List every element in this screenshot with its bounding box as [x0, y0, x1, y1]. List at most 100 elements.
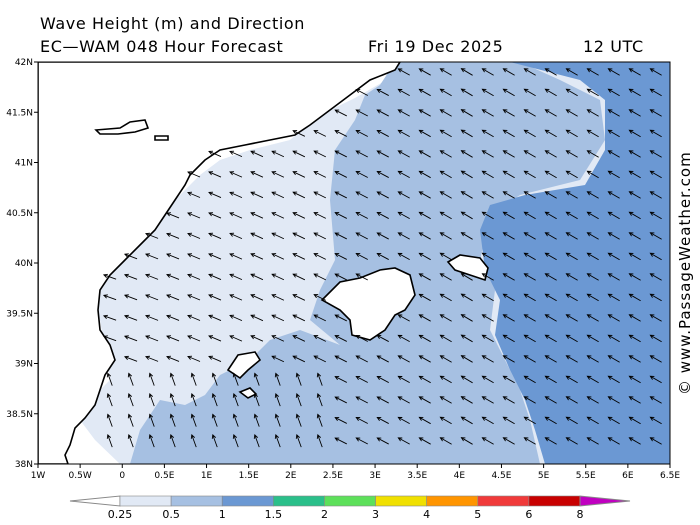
wave-direction-arrow: [355, 376, 368, 383]
wave-direction-arrow: [355, 191, 368, 199]
wave-direction-arrow: [313, 130, 327, 137]
x-tick-label: 2.5E: [323, 471, 343, 481]
wave-direction-arrow: [628, 109, 641, 117]
wave-direction-arrow: [313, 335, 327, 342]
wave-direction-arrow: [565, 396, 578, 404]
wave-direction-arrow: [295, 433, 302, 448]
wave-direction-arrow: [102, 314, 117, 321]
wave-direction-arrow: [355, 396, 368, 404]
wave-direction-arrow: [544, 293, 557, 302]
wave-direction-arrow: [334, 130, 347, 137]
wave-direction-arrow: [460, 211, 473, 220]
wave-direction-arrow: [355, 417, 368, 424]
wave-direction-arrow: [187, 335, 201, 342]
wave-direction-arrow: [271, 294, 285, 301]
wave-direction-arrow: [481, 211, 494, 220]
wave-direction-arrow: [334, 212, 347, 219]
x-tick-label: 0: [119, 471, 125, 481]
wave-direction-arrow: [502, 437, 515, 445]
wave-direction-arrow: [190, 413, 197, 427]
wave-direction-arrow: [253, 413, 260, 427]
wave-direction-arrow: [274, 433, 281, 448]
wave-direction-arrow: [649, 252, 662, 261]
wave-direction-arrow: [355, 273, 368, 281]
wave-direction-arrow: [106, 433, 113, 448]
wave-direction-arrow: [439, 416, 452, 425]
wave-direction-arrow: [187, 212, 201, 219]
wave-direction-arrow: [274, 413, 281, 427]
wave-direction-arrow: [355, 89, 368, 96]
wave-direction-arrow: [334, 396, 347, 404]
wave-direction-arrow: [355, 130, 368, 137]
wave-direction-arrow: [418, 375, 431, 384]
wave-direction-arrow: [460, 191, 473, 199]
wave-direction-arrow: [208, 232, 222, 239]
wave-direction-arrow: [292, 150, 306, 158]
wave-direction-arrow: [565, 211, 578, 220]
wave-direction-arrow: [607, 191, 620, 199]
wave-direction-arrow: [355, 253, 368, 260]
wave-direction-arrow: [565, 355, 578, 363]
wave-direction-arrow: [628, 396, 641, 404]
legend-label: 3: [372, 508, 379, 521]
wave-direction-arrow: [460, 109, 473, 117]
wave-direction-arrow: [229, 232, 243, 240]
wave-direction-arrow: [628, 273, 641, 281]
ibiza-island: [226, 351, 262, 380]
wave-direction-arrow: [439, 334, 452, 343]
y-axis-ticks: 42N 41.5N 41N 40.5N 40N 39.5N 39N 38.5N 38N: [6, 58, 38, 470]
x-tick-label: 2E: [285, 471, 297, 481]
wave-direction-arrow: [292, 355, 306, 363]
wave-direction-arrow: [649, 211, 662, 220]
wave-direction-arrow: [313, 212, 327, 219]
wave-direction-arrow: [418, 88, 431, 97]
wave-direction-arrow: [523, 314, 536, 322]
wave-direction-arrow: [418, 129, 431, 138]
wave-direction-arrow: [607, 232, 620, 240]
wave-direction-arrow: [313, 314, 327, 322]
wave-direction-arrow: [565, 109, 578, 117]
wave-direction-arrow: [316, 392, 323, 407]
wave-direction-arrow: [187, 171, 201, 178]
wave-direction-arrow: [418, 211, 431, 220]
x-tick-label: 1W: [31, 471, 46, 481]
wave-direction-arrow: [439, 314, 452, 322]
wave-direction-arrow: [106, 372, 113, 386]
wave-direction-arrow: [292, 191, 306, 199]
x-tick-label: 6E: [622, 471, 634, 481]
legend-label: 0.25: [108, 508, 133, 521]
wave-direction-arrow: [628, 314, 641, 322]
wave-direction-arrow: [397, 109, 410, 117]
forecast-time: 12 UTC: [583, 37, 644, 56]
wave-direction-arrow: [190, 392, 197, 407]
wave-direction-arrow: [418, 396, 431, 404]
wave-direction-arrow: [481, 150, 494, 158]
wave-direction-arrow: [355, 171, 368, 178]
wave-direction-arrow: [145, 335, 159, 342]
wave-direction-arrow: [481, 129, 494, 138]
wave-direction-arrow: [292, 253, 306, 260]
map-area: [38, 62, 670, 464]
legend-swatch: [221, 495, 274, 507]
wave-direction-arrow: [481, 314, 494, 322]
wave-direction-arrow: [229, 335, 243, 342]
y-tick-label: 38N: [15, 460, 33, 470]
forecast-date: Fri 19 Dec 2025: [368, 37, 504, 56]
wave-direction-arrow: [649, 232, 662, 240]
wave-direction-arrow: [250, 253, 264, 260]
wave-direction-arrow: [187, 294, 201, 301]
wave-direction-arrow: [397, 437, 410, 445]
y-tick-label: 40.5N: [6, 209, 33, 219]
wave-direction-arrow: [397, 191, 410, 199]
wave-direction-arrow: [397, 129, 410, 138]
wave-direction-arrow: [418, 334, 431, 343]
wave-direction-arrow: [502, 150, 515, 158]
wave-direction-arrow: [397, 88, 410, 97]
wave-direction-arrow: [460, 170, 473, 179]
wave-direction-arrow: [439, 211, 452, 220]
wave-direction-arrow: [316, 413, 323, 427]
wave-direction-arrow: [123, 294, 138, 301]
wave-direction-arrow: [166, 314, 180, 321]
wave-direction-arrow: [607, 416, 620, 425]
wave-direction-arrow: [628, 88, 641, 97]
